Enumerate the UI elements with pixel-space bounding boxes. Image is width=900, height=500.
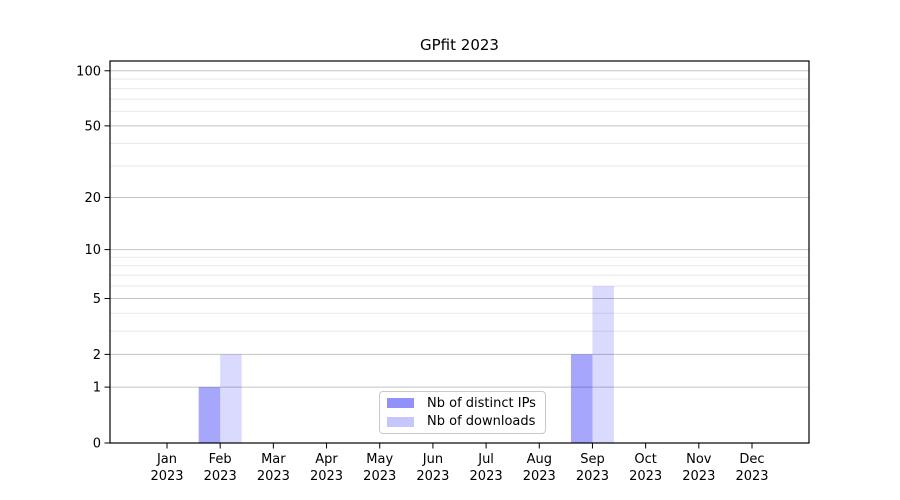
legend-label-distinct-ips: Nb of distinct IPs — [427, 395, 536, 411]
y-tick-label: 5 — [93, 292, 101, 307]
x-tick-label-year: 2023 — [735, 469, 768, 484]
x-tick-label-month: Mar — [261, 452, 286, 467]
x-tick-label-year: 2023 — [416, 469, 449, 484]
x-tick-label-month: Feb — [209, 452, 232, 467]
x-tick-labels: Jan 2023 Feb 2023 Mar 2023 Apr 2023 May 2023 Jun 20… — [150, 452, 768, 484]
legend-item-distinct-ips: Nb of distinct IPs — [387, 396, 545, 411]
bar-distinct-ips-sep — [570, 354, 593, 443]
y-tick-label: 50 — [84, 119, 101, 134]
minor-gridlines — [110, 78, 809, 332]
x-tick-label-month: Aug — [527, 452, 552, 467]
bar-distinct-ips-feb — [198, 387, 221, 443]
y-tick-label: 100 — [76, 64, 101, 79]
x-tick-label-year: 2023 — [257, 469, 290, 484]
y-tick-label: 0 — [93, 437, 101, 452]
chart-title: GPfit 2023 — [420, 36, 499, 54]
legend-label-downloads: Nb of downloads — [427, 414, 536, 430]
x-tick-label-month: Jul — [477, 452, 494, 467]
legend-item-downloads: Nb of downloads — [387, 414, 545, 429]
y-tick-label: 20 — [84, 191, 101, 206]
x-tick-label-month: May — [366, 452, 393, 467]
x-tick-label-year: 2023 — [629, 469, 662, 484]
x-tick-label-year: 2023 — [204, 469, 237, 484]
y-tick-labels: 0 1 2 5 10 20 50 100 — [76, 64, 101, 451]
x-tick-label-year: 2023 — [363, 469, 396, 484]
y-tick-label: 1 — [93, 381, 101, 396]
x-tick-label-year: 2023 — [682, 469, 715, 484]
x-tick-label-year: 2023 — [576, 469, 609, 484]
legend: Nb of distinct IPs Nb of downloads — [379, 391, 546, 434]
plot-border — [109, 60, 810, 444]
x-tick-label-month: Nov — [686, 452, 712, 467]
bar-downloads-feb — [220, 354, 242, 443]
legend-swatch-downloads — [387, 416, 414, 427]
x-tick-label-year: 2023 — [310, 469, 343, 484]
x-tick-label-month: Jan — [156, 452, 177, 467]
axes-spines — [109, 60, 810, 444]
x-tick-label-year: 2023 — [470, 469, 503, 484]
x-tick-label-year: 2023 — [523, 469, 556, 484]
bar-downloads-sep — [592, 286, 614, 443]
x-tick-label-month: Dec — [739, 452, 764, 467]
y-tick-label: 2 — [93, 348, 101, 363]
x-tick-label-month: Apr — [315, 452, 338, 467]
axis-tick-marks — [104, 70, 753, 449]
x-tick-label-month: Oct — [634, 452, 656, 467]
major-gridlines — [110, 70, 809, 388]
x-tick-label-year: 2023 — [150, 469, 183, 484]
y-tick-label: 10 — [84, 243, 101, 258]
bars-group — [198, 286, 614, 443]
x-tick-label-month: Jun — [422, 452, 443, 467]
legend-swatch-distinct-ips — [387, 398, 414, 409]
x-tick-label-month: Sep — [580, 452, 605, 467]
